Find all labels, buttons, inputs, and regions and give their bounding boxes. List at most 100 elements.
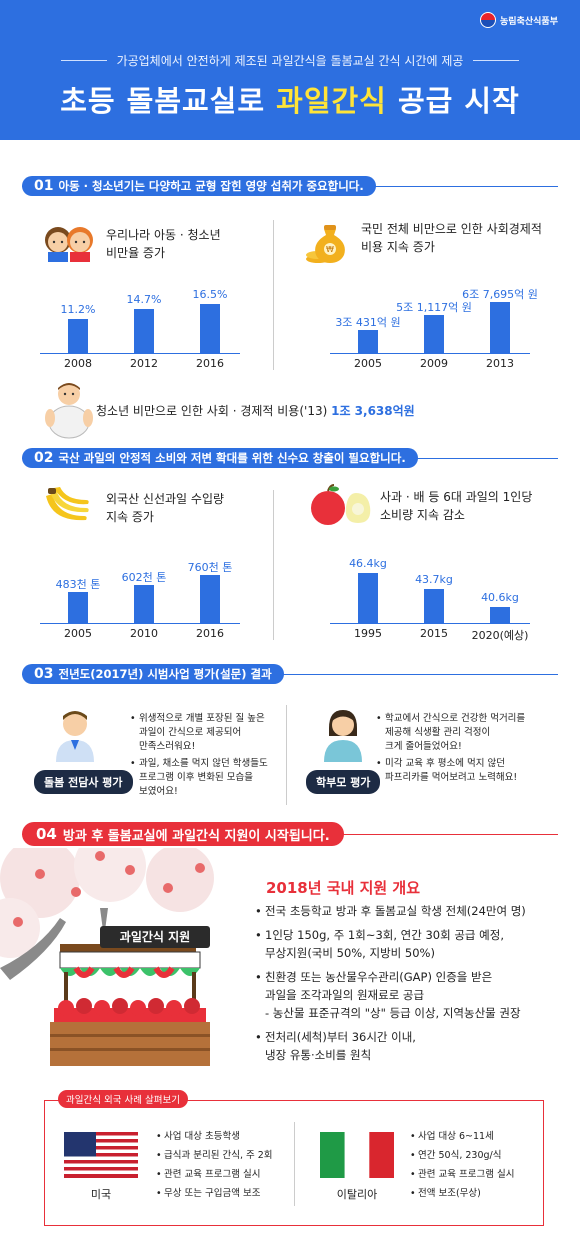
s3-divider bbox=[286, 705, 287, 805]
support-title: 2018년 국내 지원 개요 bbox=[266, 879, 421, 897]
section3-heading: 03 전년도(2017년) 시범사업 평가(설문) 결과 bbox=[22, 664, 284, 684]
teen-obesity-icon bbox=[45, 383, 93, 439]
chart-category-label: 2010 bbox=[130, 627, 158, 640]
chart-data-label: 3조 431억 원 bbox=[335, 316, 401, 330]
parent-eval-line: 크게 줄어들었어요! bbox=[385, 741, 462, 752]
usa-case-item: 관련 교육 프로그램 실시 bbox=[156, 1168, 291, 1182]
parent-eval-label: 학부모 평가 bbox=[306, 770, 381, 794]
chart-category-label: 2020(예상) bbox=[471, 629, 529, 642]
parent-eval-line: 미각 교육 후 평소에 먹지 않던 bbox=[385, 758, 505, 769]
chart-bar bbox=[134, 308, 154, 353]
s2-divider bbox=[273, 490, 274, 640]
fruit-consumption-chart: 46.4kg 1995 43.7kg 2015 40.6kg 2020(예상) bbox=[330, 540, 530, 642]
chart-category-label: 2013 bbox=[486, 357, 514, 370]
support-list: 전국 초등학교 방과 후 돌봄교실 학생 전체(24만여 명) 1인당 150g… bbox=[255, 902, 565, 1070]
abroad-cases-box bbox=[44, 1100, 544, 1226]
section1-heading-text: 아동 · 청소년기는 다양하고 균형 잡힌 영양 섭취가 중요합니다. bbox=[58, 179, 364, 193]
italy-flag-icon bbox=[320, 1132, 394, 1178]
obesity-rate-chart: 11.2% 2008 14.7% 2012 16.5% 2016 bbox=[40, 270, 240, 370]
header-banner: 농림축산식품부 가공업체에서 안전하게 제조된 과일간식을 돌봄교실 간식 시간… bbox=[0, 0, 580, 140]
support-line: 친환경 또는 농산물우수관리(GAP) 인증을 받은 bbox=[265, 970, 493, 984]
support-line: 전국 초등학교 방과 후 돌봄교실 학생 전체(24만여 명) bbox=[265, 904, 526, 918]
s1-left-title-line1: 우리나라 아동 · 청소년 bbox=[106, 228, 221, 242]
chart-data-label: 43.7kg bbox=[415, 572, 453, 586]
chart-bar bbox=[200, 575, 220, 623]
section2-heading: 02 국산 과일의 안정적 소비와 저변 확대를 위한 신수요 창출이 필요합니… bbox=[22, 448, 418, 468]
usa-case-list: 사업 대상 초등학생 급식과 분리된 간식, 주 2회 관련 교육 프로그램 실… bbox=[156, 1130, 291, 1206]
caregiver-eval-item: 위생적으로 개별 포장된 질 높은 과일이 간식으로 제공되어 만족스러워요! bbox=[130, 712, 280, 754]
chart-baseline bbox=[330, 623, 530, 624]
subtitle-line-left bbox=[60, 60, 107, 61]
parent-eval-line: 학교에서 간식으로 건강한 먹거리를 bbox=[385, 713, 526, 724]
usa-case-item: 무상 또는 구입금액 보조 bbox=[156, 1187, 291, 1201]
section4-heading-text: 방과 후 돌봄교실에 과일간식 지원이 시작됩니다. bbox=[62, 828, 330, 844]
support-line: 과일을 조각과일의 원재료로 공급 bbox=[265, 988, 425, 1002]
usa-case-item: 급식과 분리된 간식, 주 2회 bbox=[156, 1149, 291, 1163]
chart-bar bbox=[68, 592, 88, 623]
caregiver-eval-line: 보였어요! bbox=[139, 786, 178, 797]
italy-name: 이탈리아 bbox=[336, 1188, 378, 1201]
parent-eval-list: 학교에서 간식으로 건강한 먹거리를 제공해 식생활 관리 걱정이 크게 줄어들… bbox=[376, 712, 566, 788]
money-bag-icon: ₩ bbox=[306, 225, 345, 263]
title-highlight: 과일간식 bbox=[276, 84, 387, 118]
chart-baseline bbox=[40, 353, 240, 354]
title-pre: 초등 돌봄교실로 bbox=[60, 84, 277, 118]
caregiver-eval-item: 과일, 채소를 먹지 않던 학생들도 프로그램 이후 변화된 모습을 보였어요! bbox=[130, 757, 280, 799]
section3-heading-text: 전년도(2017년) 시범사업 평가(설문) 결과 bbox=[58, 667, 272, 681]
caregiver-eval-line: 프로그램 이후 변화된 모습을 bbox=[139, 772, 253, 783]
section3-num: 03 bbox=[34, 666, 54, 682]
obesity-cost-chart: 3조 431억 원 2005 5조 1,117억 원 2009 6조 7,695억 원 2… bbox=[330, 270, 538, 370]
children-icon bbox=[45, 227, 93, 262]
chart-category-label: 2008 bbox=[64, 357, 92, 370]
chart-bar bbox=[424, 314, 444, 353]
chart-bar bbox=[68, 319, 88, 353]
italy-case-item: 연간 50식, 230g/식 bbox=[410, 1149, 535, 1163]
banana-icon bbox=[46, 487, 89, 521]
chart-bar bbox=[358, 330, 378, 353]
chart-category-label: 2009 bbox=[420, 357, 448, 370]
note-value: 1조 3,638억원 bbox=[331, 404, 415, 418]
section1-heading: 01 아동 · 청소년기는 다양하고 균형 잡힌 영양 섭취가 중요합니다. bbox=[22, 176, 376, 196]
chart-data-label: 14.7% bbox=[126, 292, 162, 306]
subtitle-row: 가공업체에서 안전하게 제조된 과일간식을 돌봄교실 간식 시간에 제공 bbox=[0, 52, 580, 69]
s2-left-title-line1: 외국산 신선과일 수입량 bbox=[106, 492, 225, 506]
fruit-stall-illustration bbox=[0, 848, 214, 1066]
svg-text:₩: ₩ bbox=[326, 245, 334, 254]
apple-pear-icon bbox=[311, 484, 371, 525]
title-post: 공급 시작 bbox=[386, 84, 520, 118]
section3-line bbox=[22, 674, 558, 675]
italy-case-item: 사업 대상 6~11세 bbox=[410, 1130, 535, 1144]
parent-eval-item: 학교에서 간식으로 건강한 먹거리를 제공해 식생활 관리 걱정이 크게 줄어들… bbox=[376, 712, 566, 754]
parent-eval-item: 미각 교육 후 평소에 먹지 않던 파프리카를 먹어보려고 노력해요! bbox=[376, 757, 566, 785]
chart-data-label: 602천 톤 bbox=[121, 570, 167, 584]
chart-bar bbox=[424, 588, 444, 623]
caregiver-eval-line: 위생적으로 개별 포장된 질 높은 bbox=[139, 713, 265, 724]
subtitle-line-right bbox=[473, 60, 520, 61]
chart-bar bbox=[358, 572, 378, 623]
ministry-logo: 농림축산식품부 bbox=[480, 12, 558, 28]
italy-case-list: 사업 대상 6~11세 연간 50식, 230g/식 관련 교육 프로그램 실시… bbox=[410, 1130, 535, 1206]
taegeuk-icon bbox=[480, 12, 497, 28]
fruit-import-chart: 483천 톤 2005 602천 톤 2010 760천 톤 2016 bbox=[40, 540, 240, 640]
chart-category-label: 1995 bbox=[354, 627, 382, 640]
chart-data-label: 5조 1,117억 원 bbox=[396, 300, 472, 314]
support-item: 친환경 또는 농산물우수관리(GAP) 인증을 받은 과일을 조각과일의 원재료… bbox=[255, 968, 565, 1022]
support-item: 전국 초등학교 방과 후 돌봄교실 학생 전체(24만여 명) bbox=[255, 902, 565, 920]
teen-obesity-cost-note: 청소년 비만으로 인한 사회 · 경제적 비용('13) 1조 3,638억원 bbox=[96, 402, 415, 419]
caregiver-eval-line: 과일, 채소를 먹지 않던 학생들도 bbox=[139, 758, 268, 769]
chart-data-label: 11.2% bbox=[60, 303, 96, 317]
chart-category-label: 2016 bbox=[196, 627, 224, 640]
support-line: 냉장 유통·소비를 원칙 bbox=[265, 1048, 372, 1062]
parent-eval-line: 파프리카를 먹어보려고 노력해요! bbox=[385, 772, 518, 783]
chart-baseline bbox=[40, 623, 240, 624]
support-item: 1인당 150g, 주 1회~3회, 연간 30회 공급 예정, 무상지원(국비… bbox=[255, 926, 565, 962]
chart-bar bbox=[490, 302, 510, 353]
parent-eval-line: 제공해 식생활 관리 걱정이 bbox=[385, 727, 491, 738]
s1-left-title-line2: 비만율 증가 bbox=[106, 246, 166, 260]
usa-flag-icon bbox=[64, 1132, 138, 1178]
section1-num: 01 bbox=[34, 178, 54, 194]
chart-category-label: 2005 bbox=[64, 627, 92, 640]
subtitle: 가공업체에서 안전하게 제조된 과일간식을 돌봄교실 간식 시간에 제공 bbox=[116, 54, 464, 68]
chart-category-label: 2005 bbox=[354, 357, 382, 370]
note-text: 청소년 비만으로 인한 사회 · 경제적 비용('13) bbox=[96, 404, 332, 418]
